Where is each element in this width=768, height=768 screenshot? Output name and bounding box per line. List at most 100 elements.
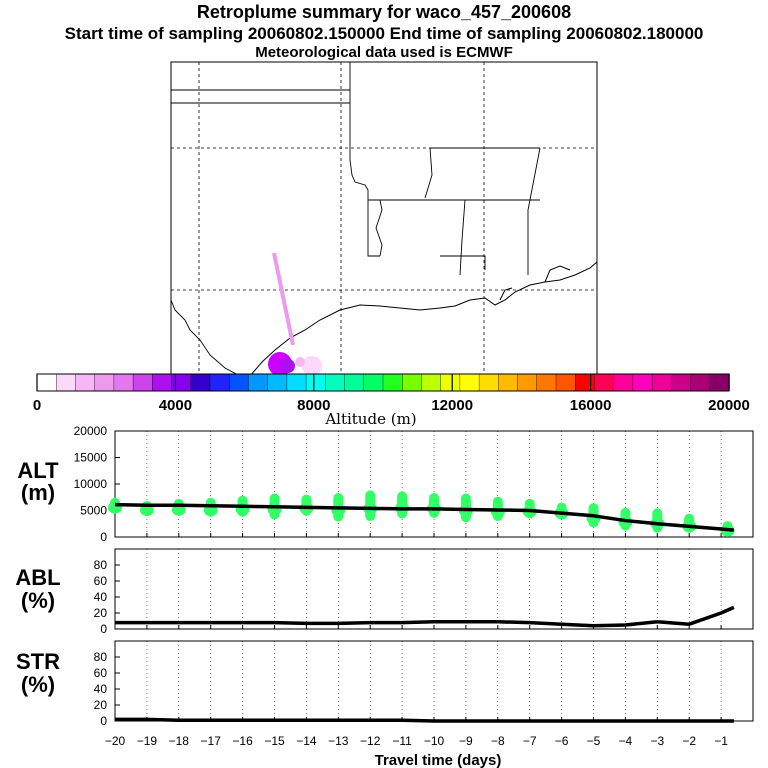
chart-title: Retroplume summary for waco_457_200608 (196, 2, 572, 22)
colorbar-swatch (363, 373, 384, 392)
colorbar-swatch (440, 373, 461, 392)
colorbar-swatch (402, 373, 423, 392)
y-tick-label: 60 (94, 574, 108, 588)
x-tick-label: −16 (232, 734, 253, 748)
x-tick-label: −11 (392, 734, 412, 748)
colorbar-tick-label: 12000 (431, 397, 473, 414)
y-tick-label: 0 (100, 714, 107, 728)
colorbar-swatch (709, 373, 730, 392)
x-tick-label: −2 (682, 734, 696, 748)
y-tick-label: 80 (94, 558, 108, 572)
x-tick-label: −10 (424, 734, 445, 748)
colorbar-swatch (305, 373, 327, 392)
colorbar-tick-label: 8000 (297, 397, 330, 414)
colorbar-swatch (94, 373, 115, 392)
panel-abl: 0 20 40 60 80 ABL(%) (15, 548, 754, 636)
colorbar-swatch (632, 373, 653, 392)
x-tick-label: −15 (264, 734, 285, 748)
colorbar-swatch (132, 373, 154, 392)
colorbar-swatch (671, 373, 692, 392)
colorbar-swatch (75, 373, 96, 392)
y-tick-label: 80 (94, 650, 108, 664)
colorbar-swatch (536, 373, 557, 392)
colorbar-swatch (248, 373, 269, 392)
colorbar-tick-label: 20000 (708, 397, 750, 414)
colorbar-swatch (575, 373, 596, 392)
colorbar-swatch (56, 373, 77, 392)
colorbar-swatch (267, 373, 288, 392)
panel-alt: 0 5000 10000 15000 20000 ALT(m) (17, 424, 754, 544)
colorbar-swatch (594, 373, 615, 392)
x-tick-label: −5 (587, 734, 601, 748)
panel-ylabel-unit: (%) (21, 588, 55, 613)
y-tick-label: 40 (94, 682, 108, 696)
colorbar-swatch (459, 373, 480, 392)
panel-ylabel-unit: (%) (21, 672, 55, 697)
x-tick-label: −6 (555, 734, 569, 748)
colorbar-tick-label: 4000 (159, 397, 192, 414)
plume-trace (268, 252, 322, 376)
colorbar-swatch (209, 373, 230, 392)
travel-time-axis: −20 −19 −18 −17 −16 −15 −14 −13 −12 −11 −10 −9 −8 −7 −… (105, 734, 728, 748)
panel-ylabel: ABL (15, 565, 60, 590)
colorbar-swatch (498, 373, 519, 392)
colorbar-swatch (555, 373, 576, 392)
x-tick-label: −8 (491, 734, 505, 748)
colorbar-swatch (478, 373, 500, 392)
panel-str: 0 20 40 60 80 STR(%) (16, 640, 754, 728)
panel-ylabel-unit: (m) (21, 480, 55, 505)
met-data-note: Meteorological data used is ECMWF (255, 44, 513, 61)
gulf-coastline (249, 261, 598, 377)
y-tick-label: 20000 (74, 424, 108, 438)
x-axis-label: Travel time (days) (375, 752, 502, 768)
x-tick-label: −17 (201, 734, 222, 748)
colorbar-swatch (286, 373, 307, 392)
colorbar-tick-label: 16000 (570, 397, 612, 414)
altitude-colorbar: 0 4000 8000 12000 16000 20000 (33, 373, 750, 414)
colorbar-swatch (344, 373, 365, 392)
x-tick-label: −7 (523, 734, 537, 748)
altitude-spread-point (490, 505, 505, 518)
y-tick-label: 0 (100, 530, 107, 544)
colorbar-tick-label: 0 (33, 397, 41, 414)
map-frame (170, 61, 598, 377)
colorbar-swatch (382, 373, 403, 392)
y-tick-label: 10000 (74, 477, 108, 491)
colorbar-swatch (613, 373, 634, 392)
colorbar-swatch (325, 373, 346, 392)
x-tick-label: −13 (328, 734, 349, 748)
y-tick-label: 40 (94, 590, 108, 604)
colorbar-swatch (190, 373, 211, 392)
series-line-str (115, 717, 734, 723)
colorbar-swatch (36, 373, 57, 392)
state-borders (170, 62, 541, 377)
time-series-panels: 05000100001500020000ALT(m)020406080ABL(%… (15, 424, 754, 728)
altitude-spread-point (139, 504, 154, 517)
x-tick-label: −20 (105, 734, 126, 748)
x-tick-label: −19 (137, 734, 158, 748)
series-line-abl (115, 605, 735, 628)
colorbar-swatch (690, 373, 711, 392)
y-tick-label: 0 (100, 622, 107, 636)
colorbar-swatch (517, 373, 538, 392)
panel-ylabel: ALT (17, 458, 59, 483)
x-tick-label: −9 (459, 734, 473, 748)
y-tick-label: 20 (94, 698, 108, 712)
colorbar-swatch (113, 373, 134, 392)
x-tick-label: −4 (619, 734, 633, 748)
x-tick-label: −18 (169, 734, 190, 748)
colorbar-swatch (152, 373, 173, 392)
colorbar-swatch (421, 373, 442, 392)
series-line-alt (114, 502, 735, 532)
x-tick-label: −3 (650, 734, 664, 748)
x-tick-label: −12 (360, 734, 381, 748)
colorbar-swatch (651, 373, 673, 392)
y-tick-label: 15000 (74, 451, 108, 465)
y-tick-label: 60 (94, 666, 108, 680)
y-tick-label: 20 (94, 606, 108, 620)
x-tick-label: −1 (714, 734, 728, 748)
map-panel (170, 61, 598, 377)
x-tick-label: −14 (296, 734, 317, 748)
colorbar-label: Altitude (m) (324, 410, 416, 428)
